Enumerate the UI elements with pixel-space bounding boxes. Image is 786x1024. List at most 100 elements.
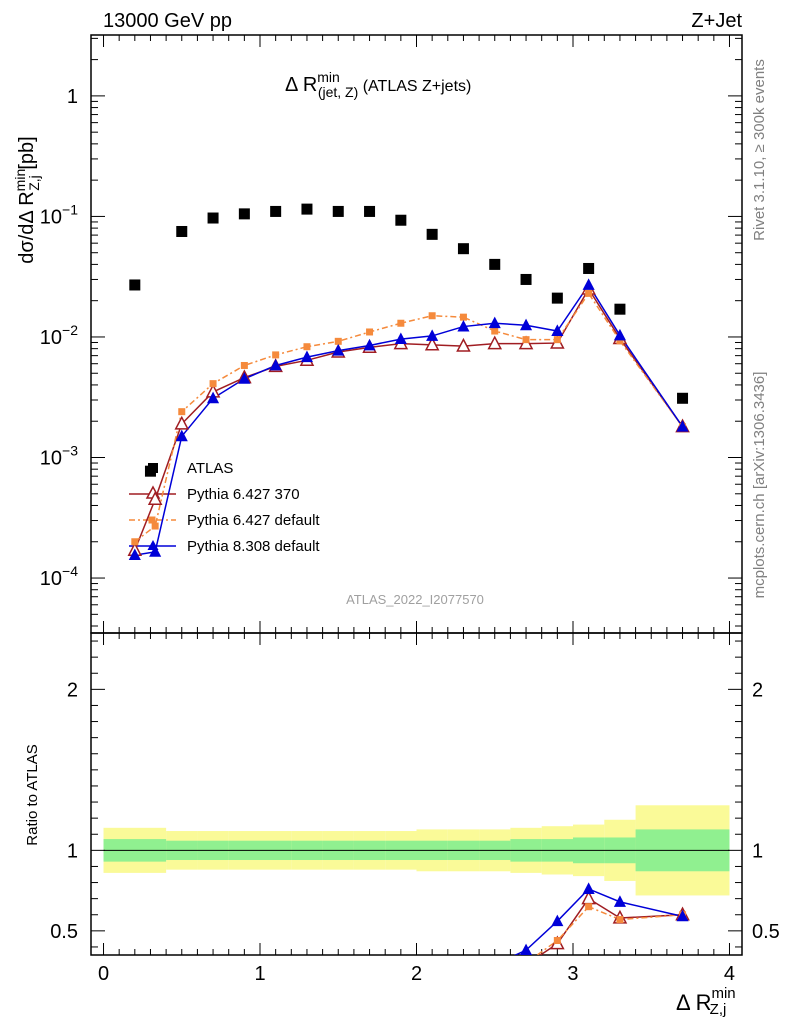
ratio-point-series-1 xyxy=(553,937,561,945)
data-point-series-2 xyxy=(303,343,311,351)
legend-label-atlas: ATLAS xyxy=(187,460,233,477)
ratio-point-series-2 xyxy=(489,958,501,970)
data-point-atlas xyxy=(238,208,250,220)
ratio-y-tick-label-right: 2 xyxy=(752,679,763,701)
y-tick-label: 10−4 xyxy=(40,563,78,590)
data-point-atlas xyxy=(395,214,407,226)
data-point-series-2 xyxy=(151,522,159,530)
data-point-atlas xyxy=(520,273,532,285)
main-y-axis-label: dσ/dΔ RminZ,j [pb] xyxy=(12,136,42,263)
legend-label-pythia8: Pythia 8.308 default xyxy=(187,538,320,555)
data-point-series-3 xyxy=(613,328,626,341)
data-point-series-3 xyxy=(269,358,282,371)
y-tick-label: 10−2 xyxy=(40,322,78,349)
x-axis-label-text: Δ Rmin Z,j xyxy=(676,985,736,1018)
ratio-point-series-1 xyxy=(585,903,593,911)
data-point-atlas xyxy=(176,225,188,237)
data-point-atlas xyxy=(677,392,689,404)
data-point-atlas xyxy=(614,303,626,315)
data-point-series-3 xyxy=(363,338,376,351)
data-point-series-2 xyxy=(428,312,436,320)
data-point-atlas xyxy=(457,243,469,255)
data-point-series-3 xyxy=(551,324,564,336)
data-point-atlas xyxy=(583,262,595,274)
energy-label: 13000 GeV pp xyxy=(103,10,232,32)
data-point-atlas xyxy=(270,205,282,217)
ratio-frame xyxy=(90,632,743,956)
data-point-series-3 xyxy=(300,350,314,363)
main-plot-title: Δ Rmin (jet, Z) (ATLAS Z+jets) xyxy=(285,69,471,100)
data-point-series-2 xyxy=(397,319,405,327)
data-point-series-2 xyxy=(272,351,280,359)
data-point-series-1 xyxy=(487,335,503,350)
main-plot-area: 1 10−1 10−2 10−3 10−4 xyxy=(40,34,743,634)
main-y-axis-label-text: dσ/dΔ RminZ,j [pb] xyxy=(12,136,42,263)
data-point-atlas xyxy=(207,212,219,224)
data-point-atlas xyxy=(426,228,438,240)
data-point-series-3 xyxy=(332,344,345,356)
data-point-series-3 xyxy=(676,420,689,432)
data-point-series-3 xyxy=(175,429,188,442)
y-tick-label: 10−1 xyxy=(40,201,78,228)
ratio-point-series-2 xyxy=(551,914,564,927)
main-title-text: Δ Rmin (jet, Z) (ATLAS Z+jets) xyxy=(285,69,471,100)
data-point-series-2 xyxy=(178,408,186,416)
data-point-atlas xyxy=(551,292,563,304)
data-point-series-3 xyxy=(488,316,501,329)
process-label: Z+Jet xyxy=(691,10,742,32)
data-point-series-2 xyxy=(491,327,499,335)
ratio-y-axis-label: Ratio to ATLAS xyxy=(24,744,41,845)
data-point-series-1 xyxy=(147,491,163,506)
x-tick-label: 4 xyxy=(724,963,735,985)
ratio-series-line-2 xyxy=(513,888,683,955)
ratio-point-series-2 xyxy=(613,895,626,907)
x-axis-label: Δ Rmin Z,j xyxy=(676,985,736,1018)
data-point-series-3 xyxy=(238,372,251,384)
ratio-y-tick-label-left: 0.5 xyxy=(50,921,78,943)
ratio-y-tick-label-right: 0.5 xyxy=(752,921,780,943)
data-point-series-2 xyxy=(522,336,530,344)
legend-entry-atlas: ATLAS xyxy=(148,460,233,477)
data-point-series-3 xyxy=(207,391,220,404)
data-point-series-1 xyxy=(456,337,471,352)
data-point-series-2 xyxy=(366,328,374,336)
data-point-series-3 xyxy=(582,278,595,290)
ratio-point-series-2 xyxy=(520,943,533,955)
data-point-series-2 xyxy=(585,289,593,297)
legend-label-pythia6-default: Pythia 6.427 default xyxy=(187,512,320,529)
legend-marker-pythia6-default xyxy=(148,516,156,524)
ratio-series-group xyxy=(489,882,690,970)
y-tick-label: 10−3 xyxy=(40,443,78,470)
ratio-point-series-1 xyxy=(523,960,530,967)
data-point-series-2 xyxy=(459,313,467,321)
data-point-series-3 xyxy=(128,548,141,561)
mcplots-label: mcplots.cern.ch [arXiv:1306.3436] xyxy=(751,372,768,599)
data-point-series-3 xyxy=(519,318,533,331)
data-point-series-2 xyxy=(131,538,139,546)
legend-label-pythia6-370: Pythia 6.427 370 xyxy=(187,486,300,503)
data-point-atlas xyxy=(144,465,156,477)
ratio-point-series-1 xyxy=(616,916,624,924)
data-point-series-3 xyxy=(394,332,407,345)
series-line-3 xyxy=(134,283,684,556)
watermark-label: ATLAS_2022_I2077570 xyxy=(346,592,484,607)
ratio-y-tick-label-left: 2 xyxy=(67,679,78,701)
ratio-point-series-0 xyxy=(520,958,532,970)
ratio-point-series-2 xyxy=(582,882,595,894)
data-point-atlas xyxy=(332,205,344,217)
legend: ATLAS Pythia 6.427 370 Pythia 6.427 defa… xyxy=(129,460,320,555)
ratio-plot-area: 0 1 2 3 4 0.5 0.5 1 1 2 2 xyxy=(50,621,780,985)
x-tick-label: 0 xyxy=(98,963,109,985)
legend-entry-pythia6-default: Pythia 6.427 default xyxy=(129,512,320,529)
data-point-series-2 xyxy=(616,337,624,345)
series-line-2 xyxy=(134,292,684,543)
data-point-atlas xyxy=(489,258,501,270)
data-point-series-1 xyxy=(424,336,440,351)
ratio-point-series-2 xyxy=(676,909,689,922)
data-point-series-2 xyxy=(334,337,342,345)
data-point-series-2 xyxy=(240,361,248,369)
x-tick-label: 2 xyxy=(411,963,422,985)
y-tick-label: 1 xyxy=(67,86,78,108)
rivet-label: Rivet 3.1.10, ≥ 300k events xyxy=(751,59,768,241)
